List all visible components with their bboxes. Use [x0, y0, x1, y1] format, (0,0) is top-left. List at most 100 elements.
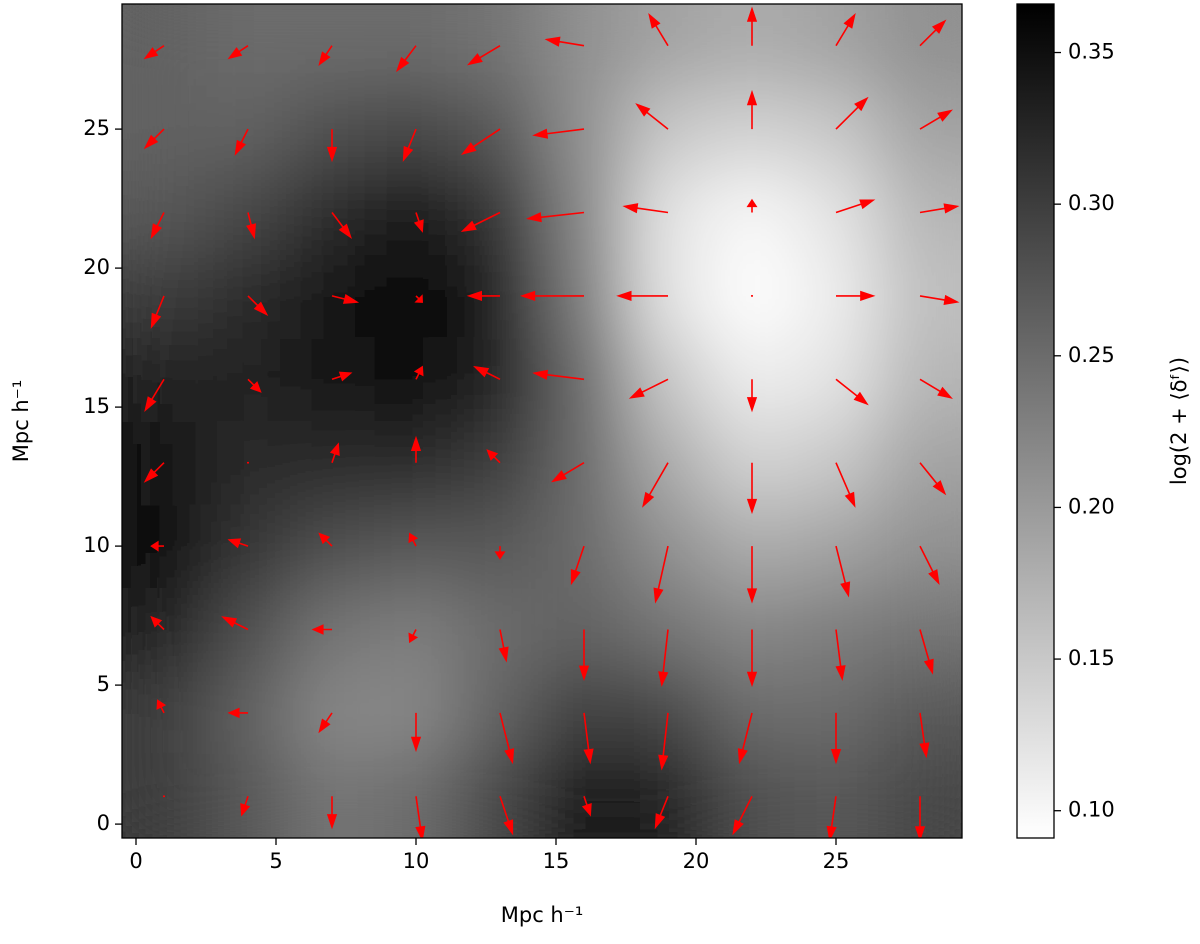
quiver-arrow — [473, 365, 501, 381]
quiver-arrow — [247, 295, 269, 317]
quiver-arrow — [919, 462, 947, 496]
quiver-arrow — [227, 538, 249, 549]
x-tick-label: 10 — [403, 849, 430, 873]
quiver-arrow — [499, 796, 514, 836]
quiver-arrow — [150, 295, 165, 329]
quiver-arrow — [737, 712, 753, 765]
quiver-arrow — [331, 371, 353, 382]
quiver-arrow — [466, 290, 500, 302]
quiver-arrow — [830, 712, 842, 765]
quiver-arrow — [635, 103, 669, 130]
heat-cell — [122, 671, 207, 756]
quiver-arrow — [144, 378, 165, 413]
heat-cell — [794, 754, 879, 838]
colorbar-label: log(2 + ⟨δᶠ⟩) — [1167, 357, 1191, 485]
heat-cell — [710, 170, 795, 255]
quiver-arrow — [227, 45, 249, 60]
heat-cell — [542, 337, 627, 422]
heat-cell — [122, 504, 207, 589]
heat-cell — [626, 754, 711, 838]
quiver-arrow — [247, 378, 262, 393]
quiver-arrow — [919, 19, 947, 47]
quiver-arrow — [246, 212, 256, 240]
heat-cell — [206, 754, 291, 838]
quiver-arrow — [746, 379, 758, 413]
quiver-arrow — [143, 45, 165, 60]
colorbar — [1016, 3, 1055, 839]
quiver-arrow — [835, 545, 851, 598]
heat-cell — [542, 87, 627, 172]
quiver-arrow — [746, 89, 758, 130]
quiver-arrow — [583, 712, 594, 765]
x-axis-label: Mpc h⁻¹ — [501, 903, 583, 927]
heat-cell — [878, 87, 962, 172]
quiver-arrow — [460, 128, 501, 155]
quiver-arrow — [150, 540, 164, 552]
quiver-arrow — [746, 629, 758, 688]
quiver-arrow — [732, 795, 753, 836]
quiver-arrow — [326, 796, 338, 830]
heat-cell — [542, 4, 627, 88]
heat-cell — [374, 421, 459, 505]
quiver-arrow — [835, 629, 846, 681]
heat-cell — [122, 587, 207, 672]
quiver-arrow — [413, 212, 424, 233]
quiver-arrow — [415, 796, 426, 838]
heat-cell — [206, 671, 291, 756]
quiver-arrow — [919, 378, 953, 399]
quiver-arrow — [616, 290, 668, 302]
quiver-arrow — [919, 712, 930, 759]
quiver-arrow — [658, 712, 669, 771]
y-tick-label: 5 — [97, 672, 110, 696]
quiver-arrow — [826, 796, 837, 838]
quiver-arrow — [311, 624, 332, 635]
y-tick-label: 0 — [97, 811, 110, 835]
quiver-arrow — [498, 629, 509, 663]
quiver-arrow — [402, 128, 417, 163]
quiver-arrow — [331, 293, 360, 304]
heat-cell — [122, 421, 207, 505]
quiver-arrow — [467, 45, 501, 66]
y-tick-label: 15 — [83, 394, 110, 418]
colorbar-tick-label: 0.10 — [1068, 798, 1115, 822]
heat-cell — [290, 587, 375, 672]
quiver-arrow — [329, 442, 340, 463]
quiver-arrow — [460, 211, 501, 232]
quiver-arrow — [836, 290, 876, 302]
quiver-arrow — [570, 545, 585, 586]
quiver-arrow — [227, 707, 248, 719]
quiver-arrow — [499, 712, 515, 765]
heat-cell — [458, 337, 543, 422]
quiver-arrow — [835, 199, 876, 214]
quiver-arrow — [919, 629, 934, 675]
quiver-arrow — [143, 128, 165, 150]
quiver-arrow — [746, 198, 758, 213]
quiver-arrow — [143, 462, 165, 483]
quiver-arrow — [628, 378, 669, 399]
quiver-arrow — [221, 616, 249, 631]
heat-cell — [542, 421, 627, 505]
heat-cell — [374, 337, 459, 422]
quiver-arrow — [835, 378, 869, 406]
x-tick-label: 5 — [269, 849, 282, 873]
heat-cell — [626, 337, 711, 422]
heat-cell — [626, 4, 711, 88]
heat-cell — [122, 87, 207, 172]
x-tick-label: 20 — [683, 849, 710, 873]
quiver-arrow — [494, 546, 506, 560]
heat-cell — [626, 170, 711, 255]
quiver-arrow — [318, 532, 333, 547]
quiver-arrow — [919, 109, 953, 130]
heat-cell — [122, 4, 207, 88]
quiver-arrow — [410, 435, 422, 463]
quiver-arrow — [746, 462, 758, 515]
quiver-arrow — [919, 203, 960, 214]
quiver-arrow — [746, 6, 758, 46]
heat-cell — [290, 504, 375, 589]
quiver-arrow — [408, 532, 419, 547]
quiver — [143, 6, 960, 838]
quiver-arrow — [544, 36, 585, 47]
heat-cell — [458, 421, 543, 505]
heat-cell — [458, 87, 543, 172]
quiver-arrow — [532, 369, 585, 381]
